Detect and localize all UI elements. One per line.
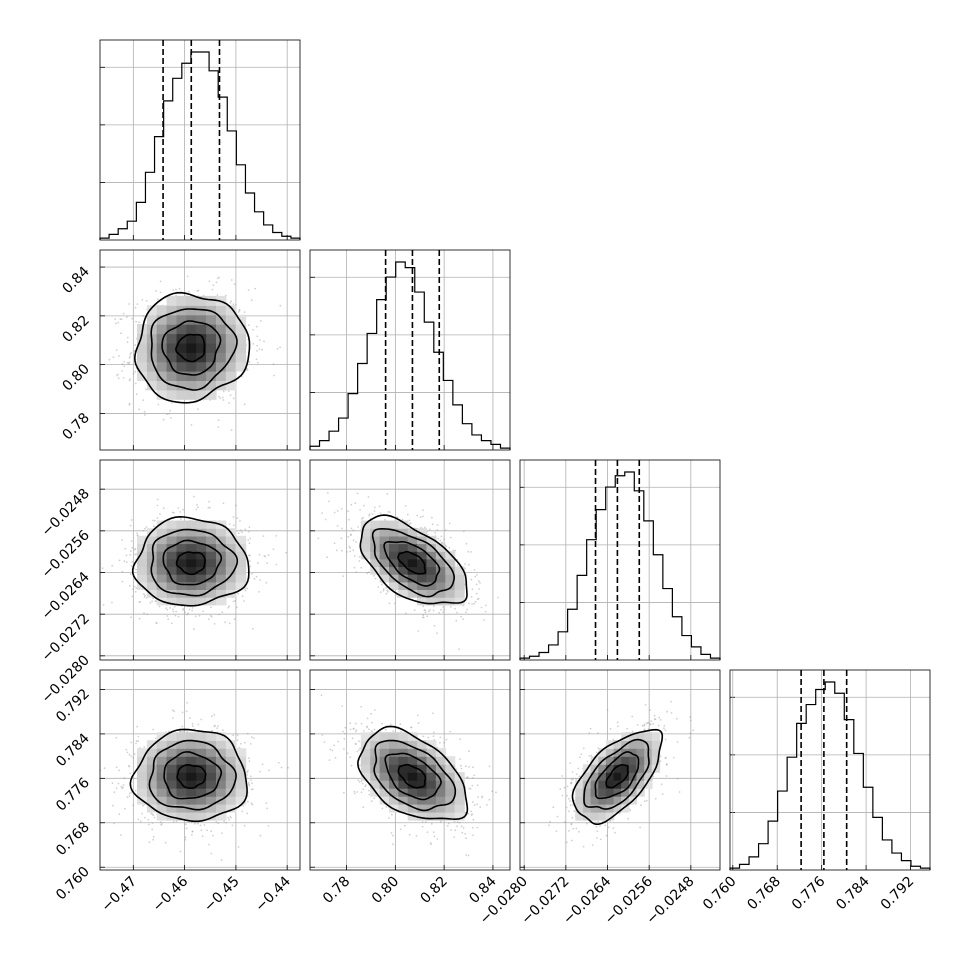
panel-content <box>520 670 720 870</box>
scatter-frame <box>309 459 511 661</box>
x-tick-label: −0.45 <box>201 874 243 916</box>
y-tick-label: 0.784 <box>53 730 93 770</box>
contour-level-1 <box>397 763 427 789</box>
scatter-panel-4-2 <box>309 669 511 871</box>
x-tick-label: 0.768 <box>744 874 784 914</box>
y-tick-label: 0.78 <box>59 410 92 443</box>
panel-content <box>100 670 300 870</box>
scatter-panel-4-1 <box>99 669 301 871</box>
scatter-panel-2-1 <box>99 249 301 451</box>
contour-level-4 <box>131 515 250 607</box>
histogram-frame <box>519 459 721 661</box>
panel-content <box>310 460 510 660</box>
histogram-step-line <box>99 51 301 240</box>
contour-level-1 <box>605 764 629 789</box>
contour-level-2 <box>594 751 640 800</box>
contour-level-3 <box>150 308 238 391</box>
contour-level-2 <box>161 320 222 376</box>
contour-level-3 <box>148 739 237 811</box>
histogram-panel-4 <box>729 669 931 871</box>
contour-level-2 <box>163 751 223 800</box>
scatter-panel-3-2 <box>309 459 511 661</box>
x-tick-label: 0.80 <box>369 874 402 907</box>
x-tick-label: 0.82 <box>418 874 451 907</box>
density-cells <box>137 520 247 606</box>
y-tick-label: 0.84 <box>59 264 92 297</box>
scatter-panel-4-3 <box>519 669 721 871</box>
scatter-frame <box>99 459 301 661</box>
contour-level-1 <box>176 764 207 789</box>
contour-level-1 <box>397 550 427 575</box>
histogram-panel-1 <box>99 39 301 241</box>
panel-content <box>100 250 300 450</box>
histogram-frame <box>99 39 301 241</box>
contour-level-1 <box>175 333 206 363</box>
scatter-frame <box>99 249 301 451</box>
x-tick-label: 0.78 <box>320 874 353 907</box>
y-tick-label: 0.760 <box>53 864 93 904</box>
density-cells <box>137 295 247 400</box>
contour-level-3 <box>583 738 650 810</box>
contour-level-4 <box>359 514 468 605</box>
panel-content <box>310 670 510 870</box>
density-cells <box>360 520 465 606</box>
x-tick-label: 0.776 <box>789 873 829 913</box>
scatter-panel-3-1 <box>99 459 301 661</box>
y-tick-label: 0.776 <box>53 775 93 815</box>
contour-level-2 <box>383 540 441 587</box>
contour-level-4 <box>357 725 469 821</box>
x-tick-label: 0.760 <box>700 874 740 914</box>
histogram-frame <box>309 249 511 451</box>
histogram-step-line <box>309 261 511 450</box>
contour-level-4 <box>133 291 251 404</box>
contour-level-4 <box>129 728 248 823</box>
y-tick-label: 0.768 <box>53 819 93 859</box>
histogram-panel-2 <box>309 249 511 451</box>
contour-level-3 <box>150 528 239 597</box>
density-cells <box>360 732 465 821</box>
x-tick-label: −0.47 <box>98 874 140 916</box>
contour-level-3 <box>371 527 456 598</box>
histogram-step-line <box>519 471 721 660</box>
x-tick-label: 0.792 <box>878 874 918 914</box>
histogram-panel-3 <box>519 459 721 661</box>
scatter-frame <box>519 669 721 871</box>
contour-level-2 <box>384 752 442 801</box>
x-tick-label: 0.784 <box>833 873 873 913</box>
scatter-frame <box>309 669 511 871</box>
panel-content <box>100 460 300 660</box>
scatter-frame <box>99 669 301 871</box>
contour-level-2 <box>162 539 223 586</box>
contour-level-3 <box>373 739 457 812</box>
y-tick-label: 0.82 <box>59 312 92 345</box>
contour-level-4 <box>571 728 664 825</box>
histogram-frame <box>729 669 931 871</box>
x-tick-label: −0.46 <box>150 873 192 915</box>
y-tick-label: 0.80 <box>59 361 92 394</box>
x-tick-label: −0.44 <box>252 873 294 915</box>
contour-level-1 <box>175 551 206 576</box>
histogram-step-line <box>729 681 931 870</box>
